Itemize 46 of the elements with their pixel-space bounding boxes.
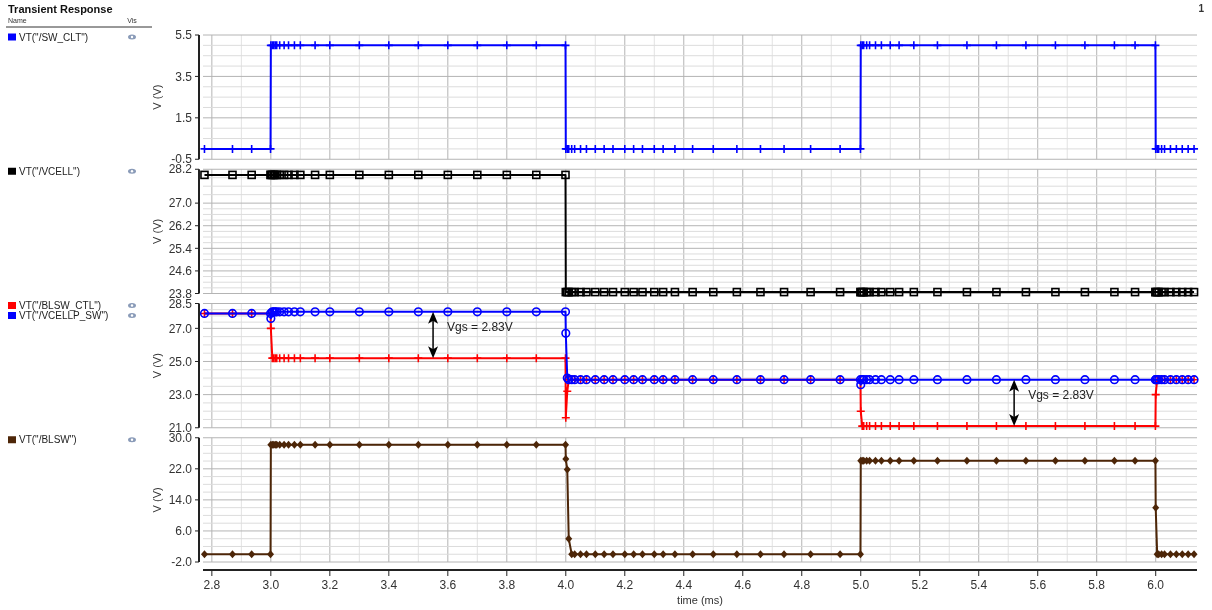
x-tick-label: 3.0: [262, 578, 280, 592]
y-tick-label: 23.0: [168, 387, 193, 402]
y-tick-label: 1.5: [175, 111, 193, 126]
y-axis-title: V (V): [151, 218, 163, 244]
x-tick-label: 4.0: [557, 578, 575, 592]
y-tick-label: 25.0: [168, 354, 193, 369]
y-tick-label: 6.0: [175, 524, 193, 539]
y-tick-label: 26.2: [168, 218, 193, 233]
text: Transient Response: [8, 3, 113, 15]
x-axis-title: time (ms): [677, 594, 723, 606]
y-tick-label: 27.0: [168, 196, 193, 211]
annotation: Vgs = 2.83V: [447, 320, 513, 335]
y-tick-label: 28.2: [168, 162, 193, 177]
legend-label: VT("/BLSW"): [19, 434, 77, 446]
x-tick-label: 2.8: [203, 578, 221, 592]
annotation: Vgs = 2.83V: [1028, 388, 1094, 403]
x-tick-label: 4.6: [734, 578, 752, 592]
legend-label: VT("/SW_CLT"): [19, 31, 89, 43]
y-axis-title: V (V): [151, 487, 163, 513]
x-tick-label: 5.4: [970, 578, 988, 592]
y-axis-title: V (V): [151, 84, 163, 110]
legend-label: VT("/VCELL"): [19, 165, 81, 177]
legend-label: VT("/BLSW_CTL"): [19, 300, 102, 311]
y-tick-label: 22.0: [168, 462, 193, 477]
x-tick-label: 5.8: [1088, 578, 1106, 592]
x-tick-label: 4.4: [675, 578, 693, 592]
y-tick-label: 5.5: [175, 28, 193, 43]
x-tick-label: 3.8: [498, 578, 516, 592]
x-tick-label: 6.0: [1147, 578, 1165, 592]
y-tick-label: 24.6: [168, 264, 193, 279]
y-tick-label: -2.0: [171, 555, 193, 570]
y-tick-label: 3.5: [175, 69, 193, 84]
x-tick-label: 4.8: [793, 578, 811, 592]
y-tick-label: 25.4: [168, 241, 193, 256]
x-tick-label: 4.2: [616, 578, 634, 592]
x-tick-label: 3.6: [439, 578, 457, 592]
y-tick-label: 27.0: [168, 321, 193, 336]
x-tick-label: 5.6: [1029, 578, 1047, 592]
y-axis-title: V (V): [151, 353, 163, 379]
x-tick-label: 5.2: [911, 578, 929, 592]
y-tick-label: 21.0: [168, 420, 193, 435]
x-tick-label: 5.0: [852, 578, 870, 592]
y-tick-label: 14.0: [168, 493, 193, 508]
x-tick-label: 3.2: [321, 578, 339, 592]
x-tick-label: 3.4: [380, 578, 398, 592]
text: 1: [1198, 3, 1205, 14]
